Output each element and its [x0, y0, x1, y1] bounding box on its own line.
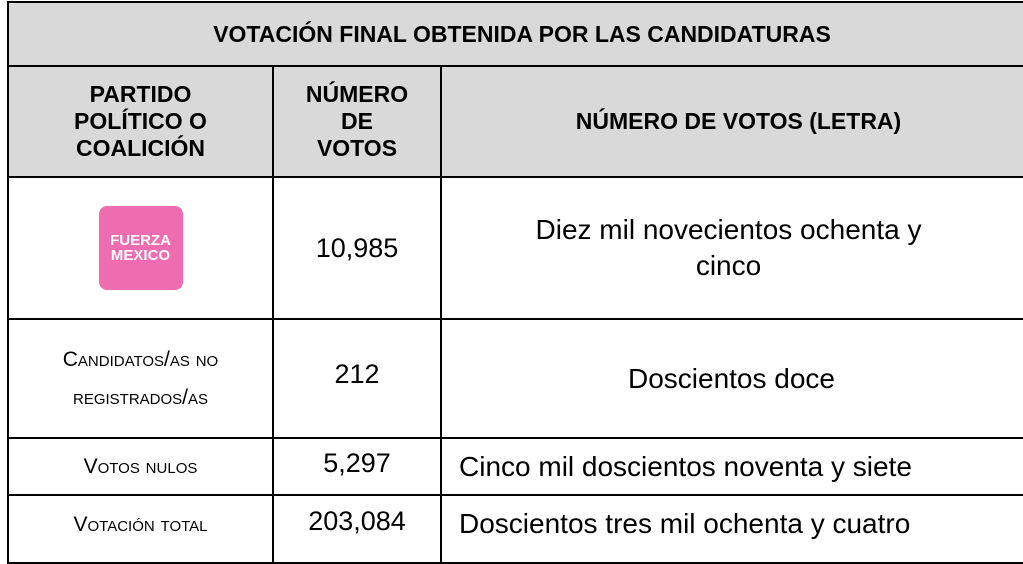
words-cell: Cinco mil doscientos noventa y siete	[440, 437, 1023, 496]
party-cell: Votos nulos	[7, 437, 274, 496]
votes-words: Cinco mil doscientos noventa y siete	[459, 450, 912, 482]
logo-text: MEXICO	[110, 247, 171, 264]
votes-words: Diez mil novecientos ochenta y cinco	[535, 214, 922, 281]
party-cell: FUERZA MEXICO	[7, 176, 274, 320]
header-cell: NÚMERO DE VOTOS (LETRA)	[440, 65, 1023, 178]
words-cell: Doscientos tres mil ochenta y cuatro	[440, 494, 1023, 564]
title: VOTACIÓN FINAL OBTENIDA POR LAS CANDIDAT…	[213, 20, 831, 47]
votes: 10,985	[315, 232, 399, 263]
words-cell: Doscientos doce	[440, 318, 1023, 439]
party-cell: Candidatos/as no registrados/as	[7, 318, 274, 439]
votes-cell: 5,297	[272, 437, 442, 496]
logo-text: FUERZA	[110, 232, 171, 249]
party: Votos nulos	[83, 454, 198, 478]
votes-words: Doscientos tres mil ochenta y cuatro	[459, 508, 911, 539]
votes-cell: 212	[272, 318, 442, 439]
column-header: NÚMERO DE VOTOS	[305, 81, 409, 161]
column-header: PARTIDO POLÍTICO O COALICIÓN	[74, 81, 207, 161]
party: Candidatos/as no registrados/as	[62, 347, 219, 409]
party-logo: FUERZA MEXICO	[98, 206, 183, 290]
votes: 203,084	[308, 505, 406, 536]
votes-cell: 10,985	[272, 176, 442, 320]
column-header: NÚMERO DE VOTOS (LETRA)	[575, 108, 902, 134]
header-cell: PARTIDO POLÍTICO O COALICIÓN	[7, 65, 274, 178]
votes: 5,297	[323, 448, 391, 478]
title-cell: VOTACIÓN FINAL OBTENIDA POR LAS CANDIDAT…	[7, 1, 1023, 67]
words-cell: Diez mil novecientos ochenta y cinco	[440, 176, 1023, 320]
party: Votación total	[73, 513, 208, 536]
votes-words: Doscientos doce	[627, 362, 835, 394]
party-cell: Votación total	[7, 494, 274, 564]
votes: 212	[334, 359, 380, 389]
votes-cell: 203,084	[272, 494, 442, 564]
header-cell: NÚMERO DE VOTOS	[272, 65, 442, 178]
